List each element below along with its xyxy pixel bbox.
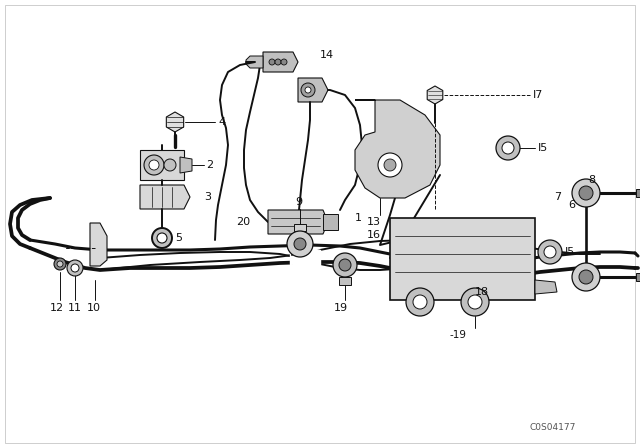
Circle shape <box>378 153 402 177</box>
Circle shape <box>579 186 593 200</box>
Text: 1: 1 <box>355 213 362 223</box>
Polygon shape <box>535 280 557 294</box>
Polygon shape <box>263 52 298 72</box>
Text: I5: I5 <box>565 247 575 257</box>
Circle shape <box>67 260 83 276</box>
Circle shape <box>579 270 593 284</box>
Polygon shape <box>90 223 107 266</box>
Circle shape <box>544 246 556 258</box>
Polygon shape <box>636 189 640 197</box>
Text: 5: 5 <box>175 233 182 243</box>
Text: -19: -19 <box>450 330 467 340</box>
Polygon shape <box>166 112 184 132</box>
Text: 6: 6 <box>568 200 575 210</box>
Circle shape <box>301 83 315 97</box>
Circle shape <box>275 59 281 65</box>
Circle shape <box>502 142 514 154</box>
Circle shape <box>461 288 489 316</box>
Polygon shape <box>339 277 351 285</box>
Polygon shape <box>428 86 443 104</box>
Text: 14: 14 <box>320 50 334 60</box>
Circle shape <box>572 179 600 207</box>
Text: 7: 7 <box>554 192 561 202</box>
Polygon shape <box>180 157 192 173</box>
Text: 9: 9 <box>295 197 302 207</box>
Polygon shape <box>246 56 263 68</box>
Circle shape <box>384 159 396 171</box>
Circle shape <box>333 253 357 277</box>
Circle shape <box>572 263 600 291</box>
Circle shape <box>496 136 520 160</box>
Circle shape <box>144 155 164 175</box>
Circle shape <box>305 87 311 93</box>
Text: I7: I7 <box>533 90 543 100</box>
Text: 12: 12 <box>50 303 64 313</box>
Polygon shape <box>636 273 640 281</box>
Text: 11: 11 <box>68 303 82 313</box>
Circle shape <box>294 238 306 250</box>
Polygon shape <box>355 100 440 198</box>
Circle shape <box>538 240 562 264</box>
Circle shape <box>339 259 351 271</box>
Polygon shape <box>323 214 338 230</box>
Circle shape <box>413 295 427 309</box>
Circle shape <box>269 59 275 65</box>
Circle shape <box>287 231 313 257</box>
Polygon shape <box>268 210 328 234</box>
Circle shape <box>281 59 287 65</box>
Text: 10: 10 <box>87 303 101 313</box>
Circle shape <box>57 261 63 267</box>
Circle shape <box>164 159 176 171</box>
Text: 20: 20 <box>236 217 250 227</box>
Circle shape <box>149 160 159 170</box>
Polygon shape <box>390 218 535 300</box>
Polygon shape <box>298 78 328 102</box>
Text: 19: 19 <box>334 303 348 313</box>
Text: 4: 4 <box>218 117 225 127</box>
Text: I5: I5 <box>538 143 548 153</box>
Text: 16: 16 <box>367 230 381 240</box>
Text: C0S04177: C0S04177 <box>530 423 577 432</box>
Text: 18: 18 <box>475 287 489 297</box>
Circle shape <box>468 295 482 309</box>
Circle shape <box>406 288 434 316</box>
Polygon shape <box>140 150 184 180</box>
Circle shape <box>152 228 172 248</box>
Polygon shape <box>140 185 190 209</box>
Text: 3: 3 <box>204 192 211 202</box>
Polygon shape <box>294 224 306 231</box>
Circle shape <box>71 264 79 272</box>
Circle shape <box>54 258 66 270</box>
Circle shape <box>157 233 167 243</box>
Text: 13: 13 <box>367 217 381 227</box>
Text: 8: 8 <box>588 175 595 185</box>
Text: 2: 2 <box>206 160 213 170</box>
